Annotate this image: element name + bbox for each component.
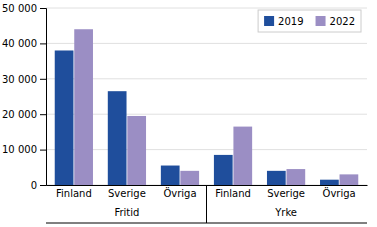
legend-label: 2019 <box>278 16 303 27</box>
legend-swatch <box>264 16 274 26</box>
bar <box>55 50 74 185</box>
bar <box>267 171 286 185</box>
tick-label: Övriga <box>323 187 356 199</box>
tick-label: 20 000 <box>2 109 37 120</box>
tick: Sverige <box>267 185 305 199</box>
group-bracket <box>46 223 367 224</box>
y-axis: 0 10 000 20 000 30 000 40 000 50 000 <box>2 3 47 191</box>
tick-label: 40 000 <box>2 38 37 49</box>
tick: Övriga <box>323 185 356 199</box>
tick-label: 30 000 <box>2 74 37 85</box>
grid-line <box>46 43 367 44</box>
bar <box>161 166 180 185</box>
bar <box>214 155 233 185</box>
tick-mark <box>40 114 46 115</box>
group-separator <box>206 185 207 223</box>
legend-box <box>258 10 361 32</box>
tick-label: Övriga <box>163 187 196 199</box>
tick-mark <box>40 43 46 44</box>
legend-item: 2022 <box>316 16 355 27</box>
tick-mark <box>40 79 46 80</box>
tick: Finland <box>56 185 92 199</box>
group-label: Yrke <box>274 207 297 218</box>
grid-line <box>46 149 367 150</box>
tick-label: 0 <box>31 180 37 191</box>
tick: 10 000 <box>2 144 46 155</box>
bar <box>233 127 252 185</box>
bar <box>108 91 127 185</box>
legend-label: 2022 <box>330 16 355 27</box>
grid-line <box>46 114 367 115</box>
grid <box>46 8 367 185</box>
tick-label: Finland <box>56 188 92 199</box>
tick: 30 000 <box>2 74 46 85</box>
bar <box>127 116 146 185</box>
tick-label: Sverige <box>267 188 305 199</box>
legend-item: 2019 <box>264 16 303 27</box>
plot-area: 0 10 000 20 000 30 000 40 000 50 000 Finland Sv… <box>2 3 368 223</box>
axis-line <box>40 9 47 186</box>
tick: 0 <box>31 180 46 191</box>
group-label: Fritid <box>114 207 139 218</box>
bar-series <box>74 29 358 185</box>
bar <box>74 29 93 185</box>
grid-line <box>46 78 367 79</box>
legend-swatch <box>316 16 326 26</box>
tick: 20 000 <box>2 109 46 120</box>
tick: 40 000 <box>2 38 46 49</box>
tick-label: Sverige <box>108 188 146 199</box>
bars <box>55 29 359 185</box>
grid-line <box>46 8 367 9</box>
chart-container: 0 10 000 20 000 30 000 40 000 50 000 Finland Sv… <box>0 0 377 227</box>
tick-mark <box>40 8 46 9</box>
bar <box>180 171 199 185</box>
tick-mark <box>40 185 46 186</box>
bar <box>320 180 339 185</box>
tick-label: 50 000 <box>2 3 37 14</box>
tick-label: 10 000 <box>2 144 37 155</box>
bar-series <box>55 50 339 185</box>
tick: Sverige <box>108 185 146 199</box>
group-labels: Fritid Yrke <box>46 185 367 223</box>
tick-mark <box>40 150 46 151</box>
tick: Övriga <box>163 185 196 199</box>
tick: 50 000 <box>2 3 46 14</box>
bar <box>286 169 305 185</box>
bar <box>340 174 359 185</box>
legend: 2019 2022 <box>258 10 361 32</box>
chart-svg: 0 10 000 20 000 30 000 40 000 50 000 Finland Sv… <box>0 0 377 227</box>
tick: Finland <box>215 185 251 199</box>
tick-label: Finland <box>215 188 251 199</box>
